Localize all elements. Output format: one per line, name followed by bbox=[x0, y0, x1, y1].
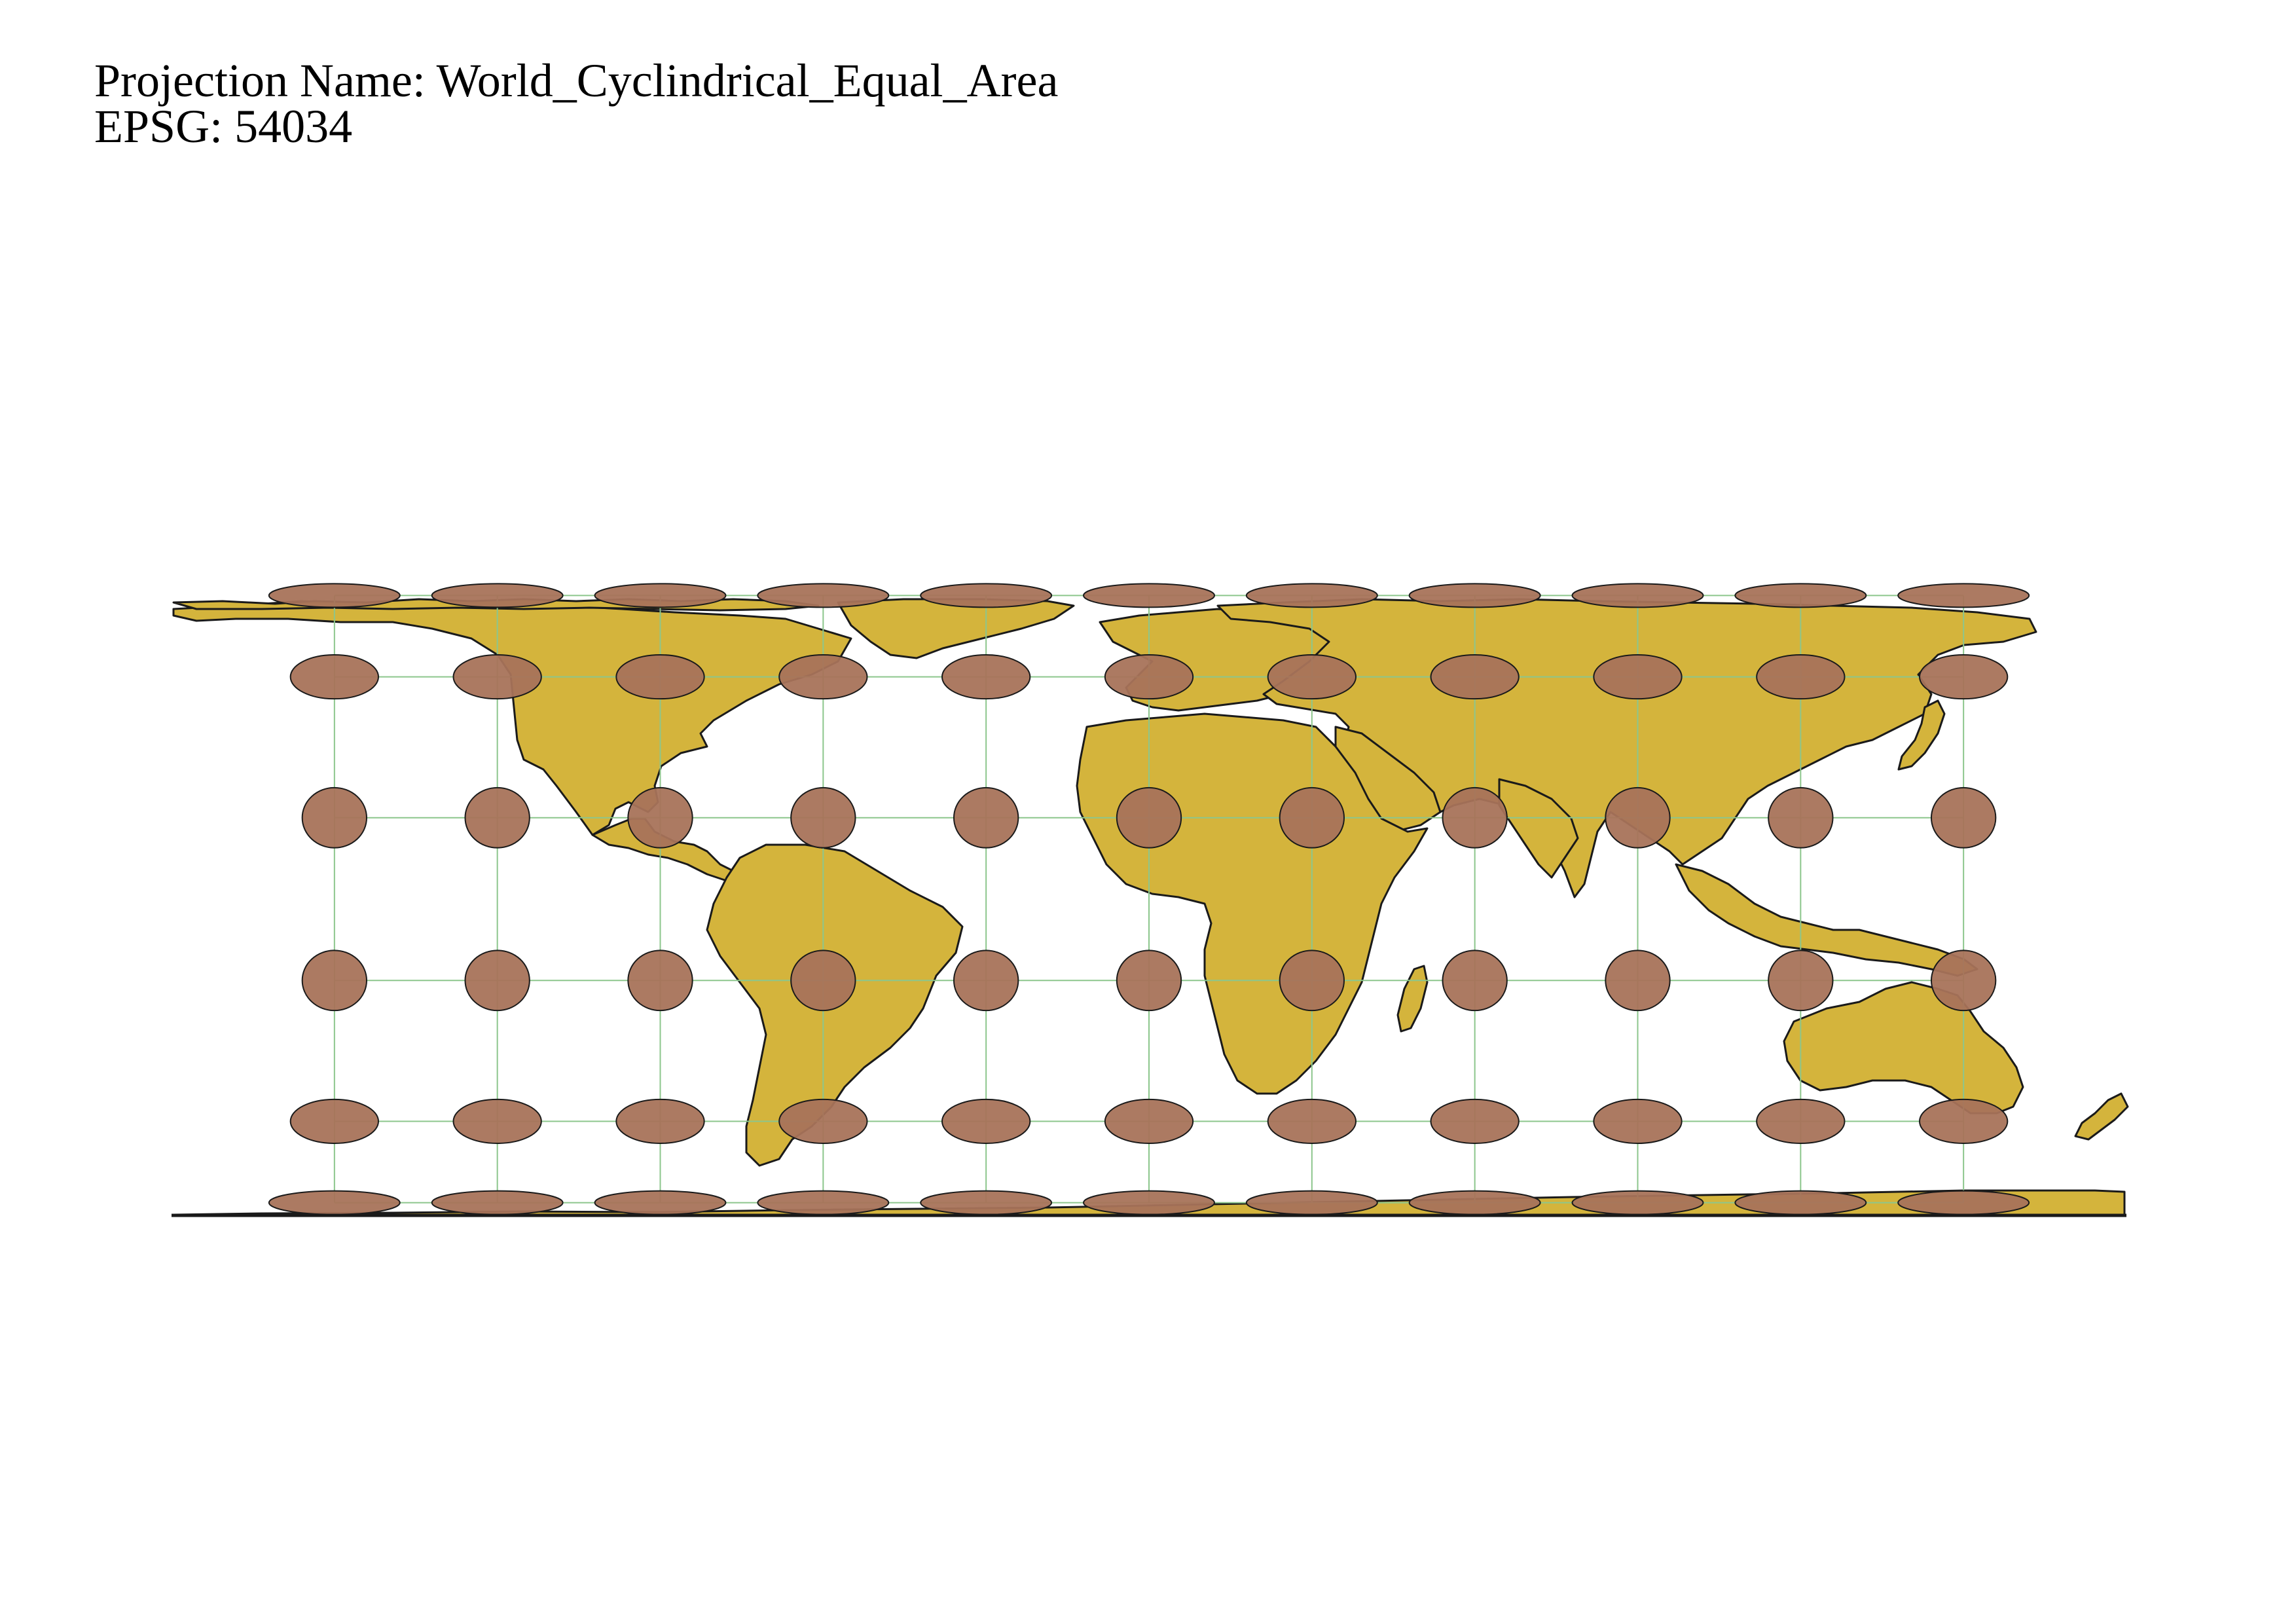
tissot-indicatrix-ellipse bbox=[627, 950, 693, 1012]
tissot-indicatrix-ellipse bbox=[920, 1190, 1053, 1215]
tissot-indicatrix-ellipse bbox=[289, 654, 380, 700]
tissot-indicatrix-ellipse bbox=[452, 1098, 542, 1144]
landmass-india bbox=[1498, 778, 1579, 879]
tissot-indicatrix-ellipse bbox=[1897, 1190, 2030, 1215]
tissot-indicatrix-ellipse bbox=[615, 654, 705, 700]
tissot-indicatrix-ellipse bbox=[1593, 1098, 1683, 1144]
tissot-indicatrix-ellipse bbox=[1083, 583, 1215, 608]
tissot-indicatrix-ellipse bbox=[1930, 786, 1997, 849]
tissot-indicatrix-ellipse bbox=[1756, 654, 1846, 700]
tissot-indicatrix-ellipse bbox=[757, 1190, 890, 1215]
tissot-indicatrix-ellipse bbox=[1083, 1190, 1215, 1215]
tissot-indicatrix-ellipse bbox=[1734, 1190, 1867, 1215]
tissot-indicatrix-ellipse bbox=[790, 950, 856, 1012]
tissot-indicatrix-ellipse bbox=[1442, 950, 1508, 1012]
tissot-indicatrix-ellipse bbox=[1104, 1098, 1194, 1144]
tissot-indicatrix-ellipse bbox=[1571, 1190, 1704, 1215]
tissot-indicatrix-ellipse bbox=[920, 583, 1053, 608]
tissot-indicatrix-ellipse bbox=[953, 950, 1019, 1012]
epsg-label: EPSG: 54034 bbox=[94, 100, 353, 153]
landmass-madagascar bbox=[1396, 965, 1429, 1033]
tissot-indicatrix-ellipse bbox=[1430, 654, 1520, 700]
tissot-indicatrix-ellipse bbox=[268, 583, 401, 608]
tissot-indicatrix-ellipse bbox=[1756, 1098, 1846, 1144]
landmass-southeast-asia bbox=[1675, 863, 1978, 977]
tissot-indicatrix-ellipse bbox=[1605, 950, 1671, 1012]
landmass-new-zealand bbox=[2074, 1092, 2129, 1141]
tissot-indicatrix-ellipse bbox=[1408, 1190, 1541, 1215]
tissot-indicatrix-ellipse bbox=[1918, 654, 2009, 700]
tissot-indicatrix-ellipse bbox=[431, 583, 564, 608]
tissot-indicatrix-ellipse bbox=[431, 1190, 564, 1215]
tissot-indicatrix-ellipse bbox=[778, 654, 868, 700]
tissot-indicatrix-ellipse bbox=[1116, 786, 1182, 849]
tissot-indicatrix-ellipse bbox=[301, 950, 368, 1012]
tissot-indicatrix-ellipse bbox=[1734, 583, 1867, 608]
tissot-indicatrix-ellipse bbox=[778, 1098, 868, 1144]
tissot-indicatrix-ellipse bbox=[941, 654, 1031, 700]
tissot-indicatrix-ellipse bbox=[627, 786, 693, 849]
tissot-indicatrix-ellipse bbox=[1104, 654, 1194, 700]
tissot-indicatrix-ellipse bbox=[1918, 1098, 2009, 1144]
tissot-indicatrix-layer bbox=[268, 583, 2030, 1215]
tissot-indicatrix-ellipse bbox=[1930, 950, 1997, 1012]
tissot-indicatrix-ellipse bbox=[301, 786, 368, 849]
tissot-indicatrix-ellipse bbox=[594, 1190, 727, 1215]
tissot-indicatrix-ellipse bbox=[1442, 786, 1508, 849]
tissot-indicatrix-ellipse bbox=[1245, 583, 1378, 608]
tissot-indicatrix-ellipse bbox=[594, 583, 727, 608]
tissot-indicatrix-ellipse bbox=[1267, 1098, 1357, 1144]
tissot-indicatrix-ellipse bbox=[757, 583, 890, 608]
tissot-indicatrix-ellipse bbox=[1116, 950, 1182, 1012]
tissot-indicatrix-ellipse bbox=[1768, 786, 1834, 849]
tissot-indicatrix-ellipse bbox=[1430, 1098, 1520, 1144]
tissot-indicatrix-ellipse bbox=[464, 786, 530, 849]
tissot-indicatrix-ellipse bbox=[1593, 654, 1683, 700]
tissot-indicatrix-ellipse bbox=[1245, 1190, 1378, 1215]
tissot-indicatrix-ellipse bbox=[1279, 950, 1345, 1012]
landmass-greenland bbox=[837, 598, 1075, 659]
tissot-indicatrix-ellipse bbox=[953, 786, 1019, 849]
tissot-indicatrix-ellipse bbox=[452, 654, 542, 700]
tissot-indicatrix-ellipse bbox=[790, 786, 856, 849]
tissot-indicatrix-ellipse bbox=[615, 1098, 705, 1144]
tissot-indicatrix-ellipse bbox=[1605, 786, 1671, 849]
tissot-indicatrix-ellipse bbox=[289, 1098, 380, 1144]
map-title-block: Projection Name: World_Cyclindrical_Equa… bbox=[94, 54, 1059, 153]
tissot-indicatrix-ellipse bbox=[1571, 583, 1704, 608]
tissot-indicatrix-ellipse bbox=[1768, 950, 1834, 1012]
tissot-indicatrix-ellipse bbox=[268, 1190, 401, 1215]
tissot-indicatrix-ellipse bbox=[464, 950, 530, 1012]
projection-name-label: Projection Name: World_Cyclindrical_Equa… bbox=[94, 54, 1059, 107]
tissot-indicatrix-ellipse bbox=[1897, 583, 2030, 608]
landmass-japan bbox=[1897, 699, 1946, 771]
tissot-indicatrix-ellipse bbox=[1267, 654, 1357, 700]
tissot-indicatrix-ellipse bbox=[941, 1098, 1031, 1144]
tissot-indicatrix-ellipse bbox=[1279, 786, 1345, 849]
tissot-indicatrix-ellipse bbox=[1408, 583, 1541, 608]
